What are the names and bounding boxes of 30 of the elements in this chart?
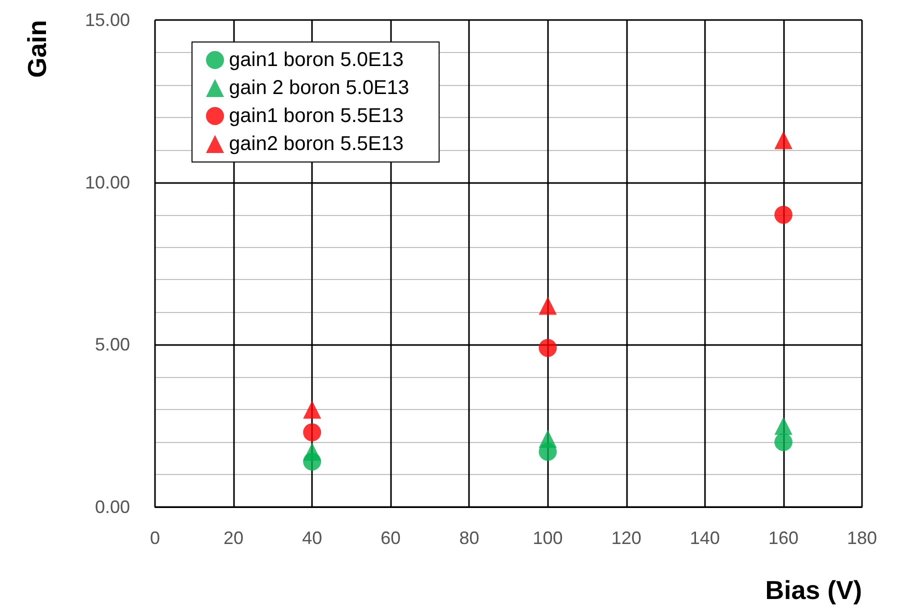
legend-label: gain1 boron 5.0E13 <box>229 49 404 71</box>
x-axis-title: Bias (V) <box>765 575 862 605</box>
x-tick-label: 80 <box>459 528 480 548</box>
x-tick-label: 20 <box>224 528 244 548</box>
point <box>303 400 322 419</box>
legend-label: gain 2 boron 5.0E13 <box>229 77 410 99</box>
y-axis-title: Gain <box>22 20 52 78</box>
x-tick-label: 120 <box>611 528 642 548</box>
legend-label: gain2 boron 5.5E13 <box>229 133 404 155</box>
x-tick-label: 100 <box>532 528 563 548</box>
y-tick-label: 5.00 <box>94 334 130 355</box>
x-tick-label: 60 <box>380 528 401 548</box>
point <box>538 296 557 315</box>
point <box>303 442 322 461</box>
point <box>538 430 557 448</box>
point <box>774 131 792 150</box>
x-tick-label: 160 <box>768 528 798 548</box>
y-tick-label: 0.00 <box>94 497 130 517</box>
point <box>538 338 557 357</box>
point <box>774 433 792 452</box>
x-tick-label: 180 <box>846 528 878 548</box>
y-tick-label: 10.00 <box>84 172 130 192</box>
x-tick-label: 0 <box>150 528 160 548</box>
x-tick-label: 40 <box>302 528 322 548</box>
point <box>774 416 792 435</box>
point <box>774 206 792 224</box>
legend-label: gain1 boron 5.5E13 <box>229 105 404 127</box>
x-tick-label: 140 <box>690 528 720 548</box>
y-tick-label: 15.00 <box>84 10 130 30</box>
point <box>303 423 322 442</box>
